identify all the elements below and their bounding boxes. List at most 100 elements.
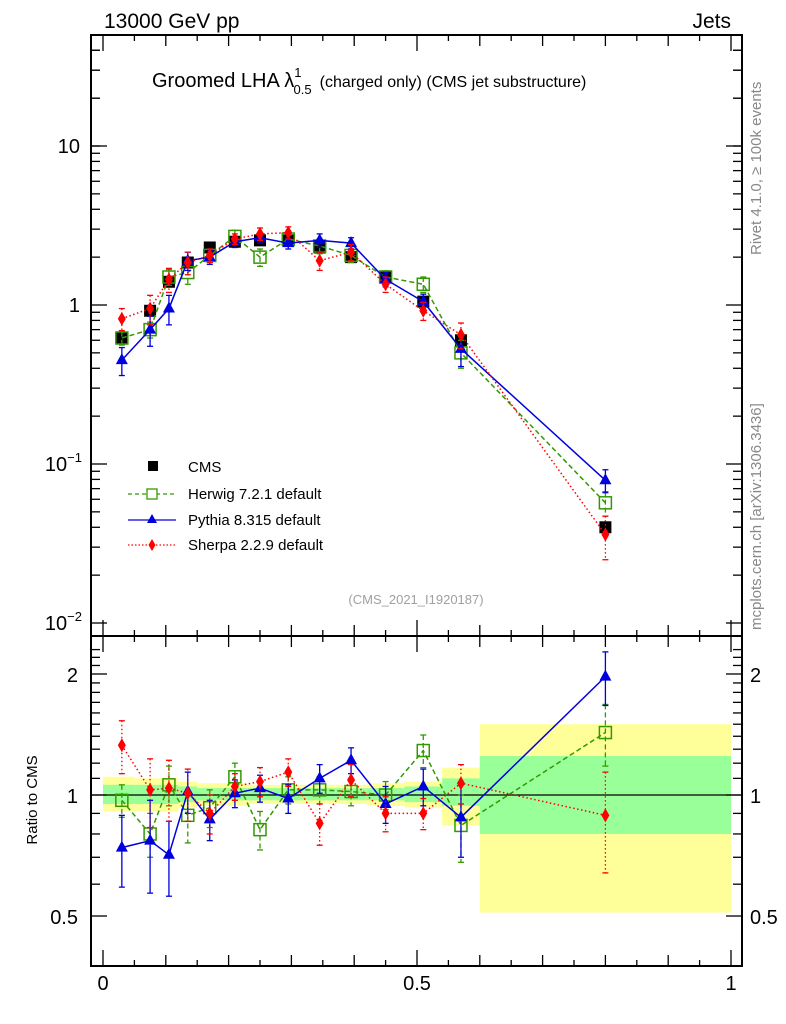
ratio-y-tick-label-right: 0.5: [750, 907, 778, 929]
legend-sherpa-label: Sherpa 2.2.9 default: [188, 537, 324, 554]
ratio-x-tick-label: 0: [97, 973, 108, 995]
legend-pythia-label: Pythia 8.315 default: [188, 512, 321, 529]
ratio-frame: [90, 635, 743, 967]
ratio-data-point: [313, 771, 326, 783]
ratio-data-point: [230, 779, 239, 794]
data-point: [599, 521, 612, 534]
ratio-x-tick-label: 1: [725, 973, 736, 995]
ratio-data-point: [315, 816, 324, 831]
ratio-series-sherpa: [117, 720, 610, 874]
ratio-data-point: [284, 765, 293, 780]
ratio-data-point: [253, 822, 267, 837]
ratio-data-marks: [115, 651, 613, 897]
series-sherpa: [117, 225, 610, 561]
data-point: [599, 473, 612, 485]
data-point: [598, 496, 613, 510]
ratio-y-tick-label-right: 1: [750, 786, 761, 808]
ratio-data-point: [345, 753, 358, 765]
data-point: [416, 277, 431, 292]
main-y-tick-labels: 10 1 10−1 10−2: [45, 136, 82, 635]
band-inner: [134, 784, 160, 804]
header-right-label: Jets: [692, 10, 731, 33]
ratio-data-point: [117, 738, 126, 753]
mcplots-label: mcplots.cern.ch [arXiv:1306.3436]: [748, 403, 765, 630]
ratio-data-point: [456, 776, 465, 791]
ratio-data-point: [598, 725, 613, 740]
ratio-data-point: [146, 782, 155, 797]
y-tick-label: 1: [69, 295, 80, 317]
data-point: [256, 226, 264, 241]
ratio-data-point: [417, 779, 430, 791]
ratio-data-point: [256, 774, 264, 789]
data-point: [315, 253, 324, 268]
ratio-data-point: [599, 669, 612, 681]
legend-herwig-marker: [146, 488, 158, 500]
legend-cms-label: CMS: [188, 459, 221, 476]
ratio-y-tick-label: 2: [67, 665, 78, 687]
legend-sherpa-marker: [148, 539, 156, 551]
ratio-x-tick-label: 0.5: [403, 973, 431, 995]
ratio-y-tick-labels: 2 2 1 1 0.5 0.5: [50, 665, 778, 929]
data-point: [115, 331, 129, 345]
data-point: [146, 301, 155, 316]
series-line: [121, 236, 606, 481]
legend-herwig-label: Herwig 7.2.1 default: [188, 486, 322, 503]
data-point: [381, 277, 390, 292]
data-point: [183, 255, 192, 270]
ratio-panel: 2 21 10.5 0.5 0 0.5 1 Ratio to CMS: [24, 635, 778, 995]
ratio-series-line: [121, 731, 606, 836]
data-point: [253, 250, 267, 264]
plot-title: Groomed LHA λ1 0.5 (charged only) (CMS jet…: [152, 65, 586, 97]
data-point: [601, 527, 610, 542]
title-subscript: 0.5: [294, 82, 312, 97]
data-point: [144, 322, 157, 334]
ratio-data-point: [282, 791, 295, 803]
ratio-x-tick-labels: 0 0.5 1: [97, 973, 736, 995]
title-lambda: λ: [284, 70, 294, 92]
ratio-axis-ticks: [91, 636, 742, 966]
title-rest: (charged only) (CMS jet substructure): [320, 74, 587, 91]
analysis-id-annotation: (CMS_2021_I1920187): [348, 592, 483, 607]
data-point: [284, 225, 293, 240]
data-point: [230, 232, 239, 247]
ratio-data-point: [379, 796, 392, 808]
y-tick-label: 10−2: [45, 609, 82, 635]
data-point: [117, 311, 126, 326]
legend-pythia-marker: [147, 514, 157, 523]
data-point: [456, 327, 465, 342]
ratio-y-tick-label: 1: [67, 786, 78, 808]
ratio-data-point: [205, 806, 214, 821]
series-pythia: [115, 230, 612, 494]
ratio-data-point: [164, 781, 173, 796]
ratio-data-point: [162, 847, 175, 859]
ratio-y-tick-label-right: 2: [750, 665, 761, 687]
ratio-data-point: [183, 786, 192, 801]
ratio-data-point: [115, 840, 128, 852]
ratio-data-point: [115, 793, 129, 808]
data-point: [164, 272, 173, 287]
legend: CMS Herwig 7.2.1 default Pythia 8.315 de…: [128, 459, 324, 554]
series-line: [121, 231, 607, 535]
main-axis-ticks: [91, 35, 742, 636]
title-superscript: 1: [294, 65, 301, 80]
ratio-data-point: [601, 808, 610, 823]
title-main: Groomed LHA: [152, 70, 284, 92]
y-tick-label: 10: [58, 136, 80, 158]
data-point: [313, 233, 326, 245]
data-point: [347, 245, 356, 260]
header-left-label: 13000 GeV pp: [104, 10, 239, 33]
legend-cms-marker: [148, 461, 158, 471]
ratio-y-axis-label: Ratio to CMS: [24, 755, 41, 844]
ratio-data-point: [454, 810, 467, 822]
ratio-data-point: [416, 743, 431, 758]
ratio-data-point: [419, 806, 428, 821]
ratio-series-line: [121, 676, 606, 857]
ratio-y-tick-label: 0.5: [50, 907, 78, 929]
rivet-label: Rivet 4.1.0, ≥ 100k events: [748, 82, 765, 255]
data-point: [419, 303, 428, 318]
ratio-data-point: [144, 833, 157, 845]
ratio-data-point: [347, 772, 356, 787]
ratio-data-point: [381, 806, 390, 821]
